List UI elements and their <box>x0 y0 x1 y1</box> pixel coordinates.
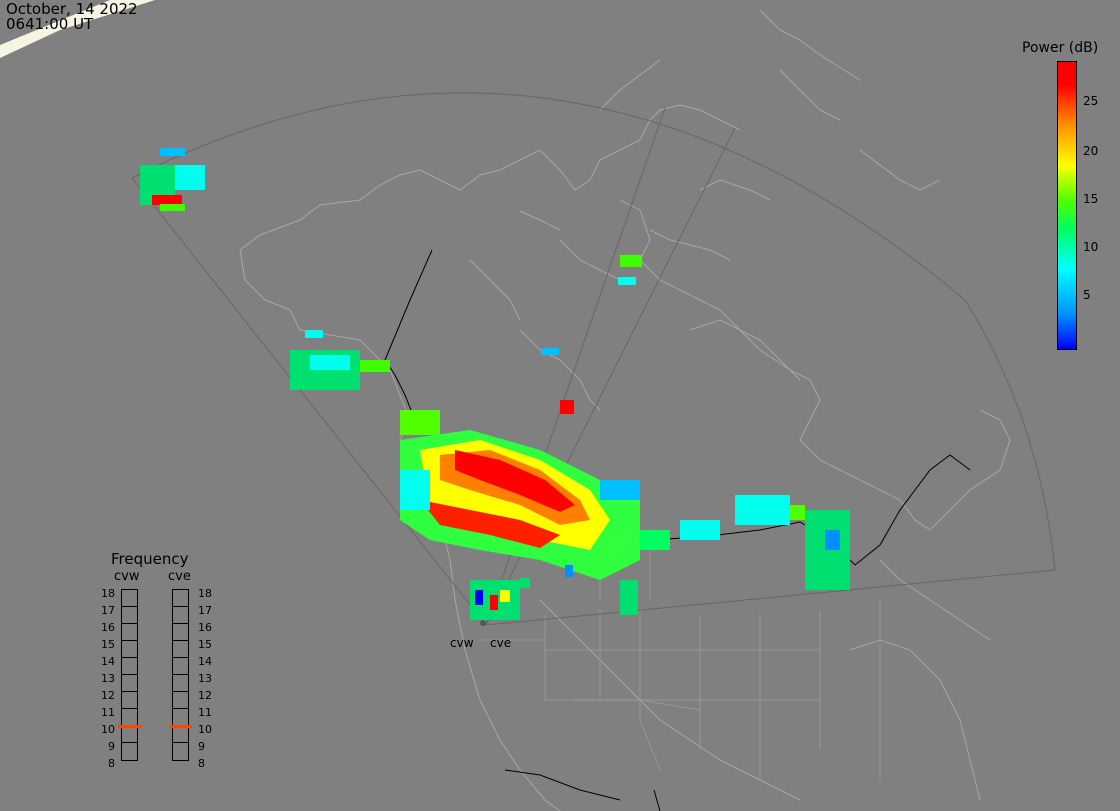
site-label-east: cve <box>490 636 512 650</box>
frequency-level-label: 12 <box>198 689 212 702</box>
frequency-level-label: 18 <box>101 587 115 600</box>
frequency-level-label: 17 <box>198 604 212 617</box>
time-label: 0641:00 UT <box>6 15 94 33</box>
frequency-cell <box>173 640 188 657</box>
frequency-level-label: 12 <box>101 689 115 702</box>
frequency-cell <box>122 657 137 674</box>
frequency-level-label: 10 <box>198 723 212 736</box>
freq-radar-label-cve: cve <box>168 569 191 584</box>
frequency-level-label: 10 <box>101 723 115 736</box>
frequency-cell <box>173 623 188 640</box>
power-colorbar <box>1057 61 1077 350</box>
frequency-column-cve <box>169 589 192 761</box>
frequency-level-label: 8 <box>108 757 115 770</box>
frequency-level-label: 11 <box>198 706 212 719</box>
freq-radar-label-cvw: cvw <box>114 569 140 584</box>
frequency-cell <box>173 657 188 674</box>
frequency-level-label: 13 <box>198 672 212 685</box>
frequency-cell <box>122 742 137 759</box>
colorbar-tick: 20 <box>1083 144 1099 158</box>
frequency-cell <box>122 623 137 640</box>
colorbar-tick: 10 <box>1083 240 1099 254</box>
frequency-marker <box>169 724 192 728</box>
frequency-cell <box>122 606 137 623</box>
frequency-cell <box>122 691 137 708</box>
colorbar-tick: 25 <box>1083 94 1099 108</box>
frequency-level-label: 13 <box>101 672 115 685</box>
frequency-level-label: 8 <box>198 757 205 770</box>
frequency-cell <box>122 725 137 742</box>
frequency-cell <box>173 606 188 623</box>
colorbar-tick: 15 <box>1083 192 1099 206</box>
frequency-level-label: 16 <box>198 621 212 634</box>
frequency-cell <box>122 640 137 657</box>
frequency-level-label: 16 <box>101 621 115 634</box>
frequency-level-label: 9 <box>198 740 205 753</box>
frequency-column-cvw <box>118 589 141 761</box>
frequency-level-label: 17 <box>101 604 115 617</box>
frequency-marker <box>118 724 141 728</box>
frequency-level-label: 15 <box>198 638 212 651</box>
frequency-cell <box>173 708 188 725</box>
colorbar-tick: 5 <box>1083 288 1091 302</box>
colorbar-title: Power (dB) <box>1022 40 1099 56</box>
date-label: October, 14 2022 <box>6 0 138 18</box>
echo-cells <box>140 148 850 620</box>
frequency-cell <box>122 674 137 691</box>
frequency-level-label: 14 <box>198 655 212 668</box>
frequency-level-label: 14 <box>101 655 115 668</box>
frequency-level-label: 15 <box>101 638 115 651</box>
frequency-level-label: 18 <box>198 587 212 600</box>
frequency-cell <box>173 691 188 708</box>
frequency-level-label: 9 <box>108 740 115 753</box>
site-label-west: cvw <box>450 636 474 650</box>
frequency-title: Frequency <box>111 550 189 568</box>
frequency-cell <box>173 742 188 759</box>
frequency-level-label: 11 <box>101 706 115 719</box>
site-marker <box>480 620 486 626</box>
frequency-cell <box>122 708 137 725</box>
frequency-cell <box>173 674 188 691</box>
coastlines <box>239 9 1011 811</box>
frequency-cell <box>173 725 188 742</box>
